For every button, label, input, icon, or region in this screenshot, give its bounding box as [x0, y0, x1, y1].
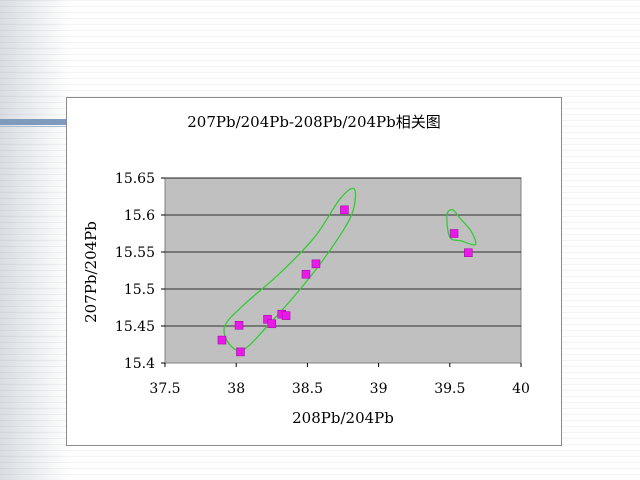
x-tick-label: 38 [227, 381, 245, 397]
data-point [234, 321, 244, 330]
data-point [449, 229, 459, 238]
slide-accent-line [0, 126, 68, 127]
x-tick-label: 39 [370, 381, 388, 397]
data-point [311, 259, 321, 269]
cluster-outline-small [446, 209, 477, 246]
data-points [217, 205, 473, 357]
y-tick-labels: 15.4 15.45 15.5 15.55 15.6 15.65 [115, 171, 165, 372]
x-tick-label: 40 [512, 381, 530, 397]
slide-accent-bar [0, 119, 68, 125]
y-tick-label: 15.5 [124, 282, 155, 298]
data-point [217, 335, 227, 345]
gridlines [165, 177, 521, 327]
y-tick-label: 15.6 [124, 208, 155, 224]
y-axis-label: 207Pb/204Pb [82, 221, 100, 323]
y-tick-label: 15.4 [124, 356, 155, 372]
cluster-outlines [223, 187, 477, 352]
cluster-outline-large [223, 187, 357, 352]
y-tick-label: 15.65 [115, 171, 155, 187]
x-tick-label: 38.5 [292, 381, 323, 397]
y-tick-label: 15.55 [115, 245, 155, 261]
x-tick-labels: 37.5 38 38.5 39 39.5 40 [149, 363, 530, 397]
data-point [464, 248, 473, 257]
data-point [267, 319, 277, 329]
x-axis-label: 208Pb/204Pb [292, 409, 394, 427]
x-tick-label: 37.5 [149, 381, 180, 397]
chart-title: 207Pb/204Pb-208Pb/204Pb相关图 [187, 113, 440, 131]
data-point [340, 205, 349, 215]
data-point [236, 347, 245, 357]
data-point [301, 269, 311, 279]
y-tick-label: 15.45 [115, 319, 155, 335]
x-tick-label: 39.5 [434, 381, 465, 397]
data-point [281, 311, 291, 320]
data-point [263, 315, 272, 324]
